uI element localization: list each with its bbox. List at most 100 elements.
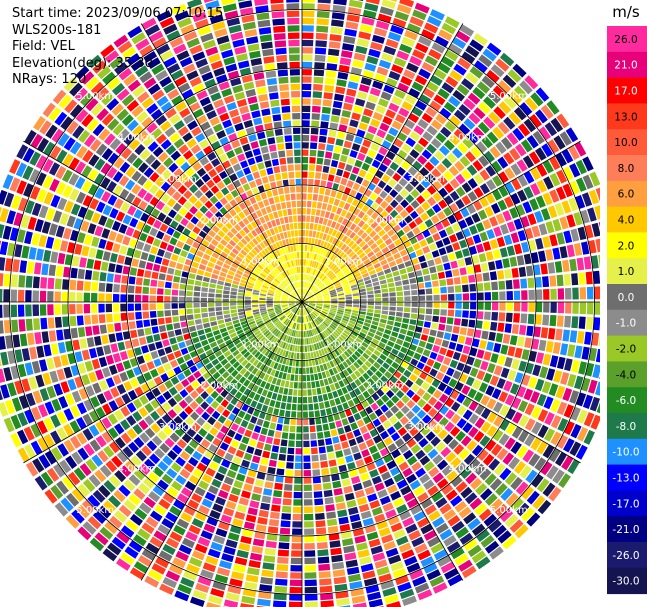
velocity-cell	[263, 488, 273, 496]
velocity-cell	[306, 215, 311, 222]
velocity-cell	[514, 347, 523, 359]
velocity-cell	[433, 294, 440, 301]
velocity-cell	[54, 304, 61, 315]
velocity-cell	[331, 237, 338, 245]
velocity-cell	[509, 256, 518, 267]
velocity-cell	[469, 39, 484, 52]
velocity-cell	[316, 298, 323, 301]
velocity-cell	[174, 269, 182, 277]
velocity-cell	[465, 72, 479, 85]
velocity-cell	[482, 272, 490, 282]
velocity-cell	[302, 244, 305, 251]
velocity-cell	[244, 429, 253, 438]
velocity-cell	[113, 284, 120, 293]
velocity-cell	[218, 276, 226, 282]
velocity-cell	[448, 134, 460, 146]
velocity-cell	[440, 56, 455, 68]
velocity-cell	[204, 271, 212, 278]
velocity-cell	[334, 222, 341, 230]
velocity-cell	[357, 152, 366, 162]
velocity-cell	[367, 239, 375, 247]
velocity-cell	[476, 311, 484, 320]
velocity-cell	[357, 220, 365, 228]
velocity-cell	[14, 244, 23, 258]
velocity-cell	[437, 88, 450, 100]
velocity-cell	[504, 196, 514, 208]
velocity-cells	[0, 0, 600, 607]
velocity-cell	[402, 341, 411, 349]
velocity-cell	[321, 173, 328, 181]
velocity-cell	[340, 209, 348, 217]
velocity-cell	[365, 226, 373, 235]
velocity-cell	[436, 354, 445, 363]
velocity-cell	[430, 138, 442, 149]
velocity-cell	[306, 252, 310, 259]
velocity-cell	[455, 199, 465, 210]
velocity-cell	[311, 359, 316, 366]
velocity-cell	[515, 143, 527, 157]
velocity-cell	[432, 232, 441, 242]
velocity-cell	[533, 264, 541, 276]
velocity-cell	[338, 303, 345, 307]
velocity-cell	[40, 317, 48, 330]
velocity-cell	[338, 161, 346, 170]
velocity-cell	[411, 81, 424, 92]
velocity-cell	[406, 230, 415, 239]
velocity-cell	[297, 411, 302, 418]
velocity-cell	[112, 293, 120, 302]
velocity-cell	[483, 150, 495, 163]
velocity-cell	[422, 268, 430, 275]
velocity-cell	[485, 251, 494, 261]
velocity-cell	[405, 204, 414, 214]
velocity-cell	[92, 271, 100, 281]
velocity-cell	[84, 360, 94, 372]
velocity-cell	[150, 350, 159, 360]
velocity-cell	[303, 418, 309, 426]
velocity-cell	[299, 360, 302, 367]
velocity-cell	[482, 241, 492, 252]
velocity-cell	[485, 192, 496, 204]
velocity-cell	[492, 249, 501, 260]
velocity-cell	[280, 402, 286, 410]
velocity-cell	[356, 419, 365, 428]
velocity-cell	[151, 326, 159, 334]
velocity-cell	[556, 232, 565, 245]
velocity-cell	[455, 231, 465, 241]
velocity-cell	[217, 280, 225, 286]
velocity-cell	[453, 109, 466, 122]
velocity-cell	[265, 436, 274, 444]
velocity-cell	[352, 296, 360, 299]
velocity-cell	[384, 329, 392, 335]
velocity-cell	[363, 108, 374, 117]
velocity-cell	[319, 453, 327, 461]
velocity-cell	[424, 252, 433, 261]
velocity-cell	[462, 293, 470, 301]
velocity-cell	[355, 275, 363, 281]
velocity-cell	[404, 296, 411, 301]
velocity-cell	[426, 173, 436, 184]
velocity-cell	[427, 259, 435, 267]
velocity-cell	[260, 457, 269, 466]
velocity-cell	[336, 598, 350, 606]
velocity-cell	[380, 404, 389, 413]
velocity-cell	[48, 330, 57, 342]
velocity-cell	[345, 133, 355, 142]
velocity-cell	[166, 244, 175, 253]
velocity-cell	[312, 395, 318, 403]
velocity-cell	[481, 330, 489, 340]
velocity-cell	[43, 344, 52, 357]
velocity-cell	[176, 224, 185, 233]
velocity-cell	[314, 216, 320, 224]
velocity-cell	[361, 244, 369, 251]
velocity-cell	[448, 165, 460, 177]
velocity-cell	[360, 295, 367, 299]
velocity-cell	[244, 293, 252, 297]
velocity-cell	[409, 149, 420, 159]
velocity-cell	[556, 169, 568, 184]
velocity-cell	[315, 246, 320, 254]
velocity-cell	[312, 388, 317, 396]
velocity-cell	[392, 326, 400, 333]
velocity-cell	[515, 204, 526, 217]
velocity-cell	[452, 147, 463, 159]
velocity-cell	[240, 490, 251, 499]
